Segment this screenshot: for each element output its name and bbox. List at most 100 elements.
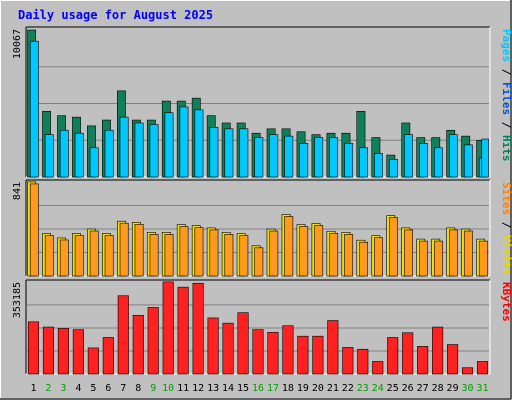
x-tick-label: 19: [297, 383, 309, 394]
legend-entry: Visits: [500, 235, 512, 275]
x-tick-label: 14: [222, 383, 234, 394]
bar-kbytes: [162, 281, 174, 375]
bar-kbytes: [42, 326, 54, 375]
x-tick-label: 18: [282, 383, 294, 394]
bar-sites: [224, 234, 234, 277]
panel-hits: 10067 Pages / Files / Hits: [12, 26, 512, 178]
x-tick-label: 8: [135, 383, 141, 394]
bar-sites: [404, 229, 413, 277]
bar-files: [119, 116, 129, 178]
bar-kbytes: [312, 335, 324, 375]
bar-kbytes: [387, 337, 399, 375]
x-tick-label: 21: [327, 383, 339, 394]
bar-sites: [164, 234, 174, 277]
x-tick-label: 11: [177, 383, 189, 394]
bar-sites: [448, 229, 458, 277]
bar-sites: [329, 232, 339, 277]
bar-files: [389, 159, 398, 178]
bar-files: [329, 137, 339, 178]
x-tick-label: 16: [252, 383, 264, 394]
bar-files: [29, 40, 39, 178]
bar-kbytes: [237, 312, 249, 375]
bar-sites: [194, 227, 204, 277]
bar-sites: [284, 216, 294, 277]
bar-sites: [119, 222, 129, 277]
chart-panels: 10067 Pages / Files / Hits 841 Sites / Visi…: [12, 26, 512, 375]
bar-kbytes: [252, 329, 264, 375]
x-tick-label: 27: [417, 383, 429, 394]
legend-entry: Pages: [500, 29, 512, 62]
bar-sites: [434, 240, 443, 277]
x-tick-label: 3: [60, 383, 66, 394]
bar-kbytes: [357, 348, 369, 375]
bar-files: [239, 128, 249, 178]
bar-sites: [419, 240, 428, 277]
x-tick-label: 12: [192, 383, 204, 394]
bar-kbytes: [417, 346, 429, 375]
bar-sites: [344, 234, 354, 277]
bar-kbytes: [87, 347, 99, 375]
bar-files: [224, 128, 234, 178]
bar-sites: [179, 226, 189, 277]
x-tick-label: 15: [237, 383, 249, 394]
bar-kbytes: [402, 332, 414, 375]
panel-visits: 841 Sites / Visits: [12, 179, 512, 277]
bar-files: [374, 153, 383, 178]
series-legend: Pages / Files / Hits: [500, 29, 512, 162]
y-max-label: 353185: [12, 282, 23, 318]
bar-kbytes: [297, 335, 309, 375]
x-tick-label: 20: [312, 383, 324, 394]
bar-sites: [314, 225, 324, 277]
bar-sites: [374, 237, 383, 277]
x-tick-label: 9: [150, 383, 156, 394]
bar-files: [179, 106, 189, 178]
x-tick-label: 10: [162, 383, 174, 394]
bar-sites: [134, 224, 144, 277]
bar-files: [59, 129, 69, 178]
bar-files: [434, 147, 443, 178]
bar-kbytes: [476, 361, 489, 375]
bar-files: [344, 143, 354, 178]
x-tick-label: 6: [105, 383, 111, 394]
x-tick-label: 29: [447, 383, 459, 394]
bar-sites: [89, 230, 99, 277]
bar-files: [194, 109, 204, 178]
legend-entry: Files: [500, 82, 512, 115]
bar-files: [164, 112, 174, 178]
bar-files: [44, 134, 54, 178]
bar-sites: [389, 217, 398, 277]
bar-kbytes: [177, 286, 189, 375]
bar-kbytes: [132, 315, 144, 375]
x-tick-label: 30: [462, 383, 474, 394]
bar-sites: [104, 235, 114, 277]
bar-sites: [74, 235, 84, 277]
bar-sites: [359, 241, 369, 277]
bar-kbytes: [327, 320, 339, 375]
bar-kbytes: [447, 344, 459, 375]
x-tick-label: 26: [402, 383, 414, 394]
bar-kbytes: [192, 282, 204, 375]
bar-kbytes: [102, 337, 114, 375]
bar-kbytes: [462, 367, 474, 375]
chart-title: Daily usage for August 2025: [18, 8, 213, 22]
bar-sites: [463, 230, 473, 277]
x-tick-label: 24: [372, 383, 384, 394]
bar-files: [463, 144, 473, 178]
bar-files: [104, 129, 114, 178]
bar-files: [299, 143, 309, 178]
bar-sites: [254, 247, 264, 277]
bar-sites: [209, 229, 219, 277]
bar-kbytes: [147, 307, 159, 375]
bar-sites: [29, 183, 39, 277]
x-tick-label: 28: [432, 383, 444, 394]
bar-sites: [149, 234, 159, 277]
bar-kbytes: [207, 317, 219, 375]
bar-kbytes: [282, 325, 294, 375]
x-tick-label: 2: [45, 383, 51, 394]
bar-files: [404, 134, 413, 178]
x-tick-label: 25: [387, 383, 399, 394]
bar-kbytes: [117, 295, 129, 375]
x-tick-label: 22: [342, 383, 354, 394]
bar-sites: [478, 240, 488, 277]
bar-sites: [269, 230, 279, 277]
